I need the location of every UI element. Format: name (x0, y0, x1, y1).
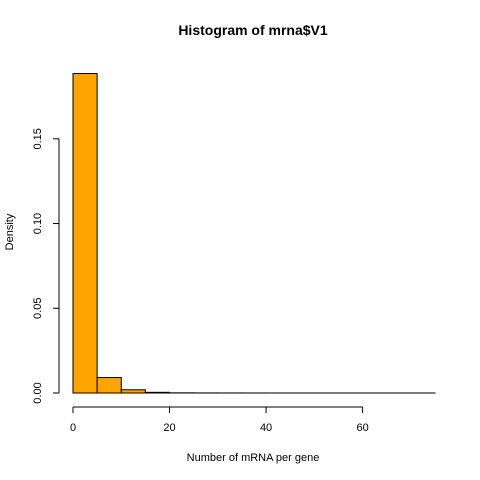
x-tick-label: 0 (70, 422, 76, 434)
y-tick-label: 0.10 (32, 213, 44, 234)
x-tick-label: 40 (260, 422, 272, 434)
x-axis-label: Number of mRNA per gene (187, 452, 320, 464)
y-tick-label: 0.00 (32, 382, 44, 403)
chart-title: Histogram of mrna$V1 (178, 22, 328, 38)
x-axis: 0 20 40 60 (70, 406, 369, 434)
bars-group (72, 73, 436, 394)
y-axis: 0.00 0.05 0.10 0.15 (32, 128, 60, 404)
y-tick-label: 0.15 (32, 128, 44, 149)
y-axis-label: Density (4, 213, 16, 250)
histogram-bar (96, 377, 122, 394)
x-tick-label: 60 (356, 422, 368, 434)
x-tick-label: 20 (163, 422, 175, 434)
histogram-bar (120, 389, 146, 394)
histogram-bar (72, 73, 98, 394)
histogram-bar (144, 391, 171, 394)
y-tick-label: 0.05 (32, 298, 44, 319)
